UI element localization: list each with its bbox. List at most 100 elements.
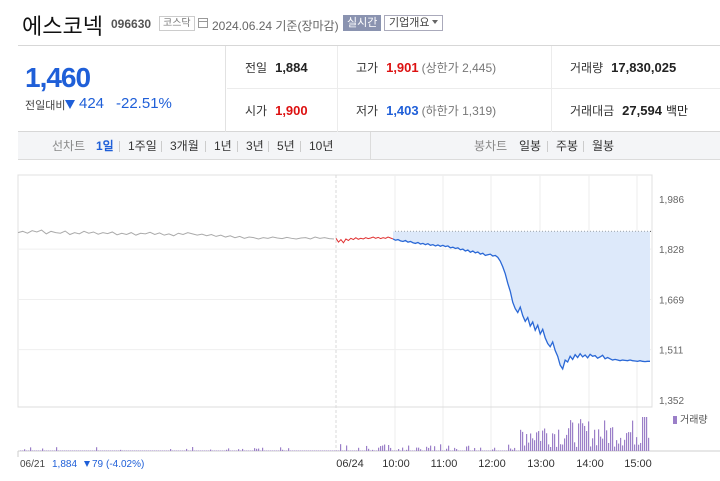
volume-bar — [592, 438, 594, 451]
tab-10-year[interactable]: 10년 — [309, 139, 334, 153]
volume-bar — [528, 442, 530, 451]
volume-bar — [212, 450, 214, 451]
chevron-down-icon — [432, 20, 439, 24]
tab-monthly-candle[interactable]: 월봉 — [592, 139, 615, 153]
realtime-button[interactable]: 실시간 — [343, 15, 382, 31]
volume-bar — [250, 450, 252, 451]
volume-label: 거래량 — [570, 61, 604, 75]
volume-bar — [582, 423, 584, 451]
tab-separator — [547, 141, 548, 152]
volume-bar — [486, 450, 488, 451]
tab-3-month[interactable]: 3개월 — [170, 139, 199, 153]
today-up-line — [335, 236, 394, 244]
low-cell: 저가 1,403 (하한가 1,319) — [337, 89, 550, 132]
volume-bar — [388, 445, 390, 451]
volume-bar — [412, 450, 414, 451]
volume-bar — [608, 442, 610, 451]
volume-bar — [114, 450, 116, 451]
volume-bar — [416, 447, 418, 451]
volume-bar — [124, 450, 126, 451]
volume-bar — [178, 450, 180, 451]
tab-1-day[interactable]: 1일 — [96, 139, 114, 153]
volume-bar — [620, 437, 622, 451]
volume-bar — [450, 450, 452, 451]
low-label: 저가 — [356, 104, 379, 118]
volume-bar — [360, 450, 362, 451]
volume-bar — [604, 420, 606, 451]
intraday-price-chart[interactable]: 1,986 1,828 1,669 1,511 1,352 06/24 10:00 11:00… — [0, 161, 720, 481]
volume-bar — [54, 450, 56, 451]
line-chart-label: 선차트 — [52, 139, 86, 153]
volume-bar — [596, 445, 598, 451]
volume-bar — [92, 450, 94, 451]
volume-bar — [308, 450, 310, 451]
volume-bar — [286, 450, 288, 451]
volume-bar — [172, 450, 174, 451]
volume-bar — [52, 450, 54, 451]
base-date: 2024.06.24 기준(장마감) — [212, 19, 339, 33]
down-fill-area — [393, 231, 650, 369]
volume-bar — [316, 450, 318, 451]
volume-bar — [492, 449, 494, 451]
volume-bar — [574, 442, 576, 451]
tab-3-year[interactable]: 3년 — [246, 139, 264, 153]
prev-day-label: 전일대비 — [25, 100, 66, 112]
volume-bar — [36, 450, 38, 451]
tab-separator — [161, 141, 162, 152]
volume-bar — [290, 450, 292, 451]
volume-bar — [292, 450, 294, 451]
volume-bar — [264, 450, 266, 451]
volume-bar — [108, 450, 110, 451]
tab-separator — [205, 141, 206, 152]
volume-bar — [418, 447, 420, 451]
volume-bar — [314, 450, 316, 451]
volume-bar — [500, 450, 502, 451]
tab-5-year[interactable]: 5년 — [277, 139, 295, 153]
company-overview-button[interactable]: 기업개요 — [384, 15, 444, 31]
volume-bar — [362, 450, 364, 451]
volume-bar — [484, 450, 486, 451]
volume-bar — [586, 431, 588, 451]
volume-bar — [614, 446, 616, 451]
volume-bar — [358, 447, 360, 451]
volume-bar — [612, 427, 614, 451]
volume-bar — [232, 450, 234, 451]
volume-bar — [118, 450, 120, 451]
stock-name[interactable]: 에스코넥 — [22, 14, 103, 39]
y-tick-label: 1,828 — [659, 245, 684, 256]
volume-bar — [24, 449, 26, 451]
volume-bar — [280, 447, 282, 451]
volume-bar — [622, 445, 624, 451]
x-tick-label: 10:00 — [382, 458, 410, 470]
volume-bar — [226, 449, 228, 451]
volume-bar — [244, 450, 246, 451]
today-down-line — [392, 238, 650, 371]
volume-bar — [48, 450, 50, 451]
volume-bar — [376, 450, 378, 451]
volume-bar — [128, 450, 130, 451]
volume-bar — [122, 450, 124, 451]
tab-1-year[interactable]: 1년 — [214, 139, 232, 153]
volume-bar — [174, 450, 176, 451]
calendar-icon — [198, 18, 208, 28]
volume-bar — [364, 450, 366, 451]
volume-bar — [506, 450, 508, 451]
volume-bar — [342, 450, 344, 451]
volume-bar — [94, 450, 96, 451]
volume-bar — [352, 450, 354, 451]
volume-bar — [560, 444, 562, 451]
volume-bar — [572, 422, 574, 451]
tab-daily-candle[interactable]: 일봉 — [519, 139, 542, 153]
volume-bar — [320, 450, 322, 451]
tab-1-week[interactable]: 1주일 — [128, 139, 157, 153]
amount-cell: 거래대금 27,594 백만 — [551, 89, 720, 132]
volume-bar — [162, 450, 164, 451]
volume-bar — [170, 449, 172, 451]
volume-bar — [256, 448, 258, 451]
tab-separator — [119, 141, 120, 152]
volume-bar — [276, 450, 278, 451]
volume-bar — [516, 450, 518, 451]
volume-bar — [42, 448, 44, 451]
tab-weekly-candle[interactable]: 주봉 — [556, 139, 579, 153]
volume-bar — [382, 445, 384, 451]
